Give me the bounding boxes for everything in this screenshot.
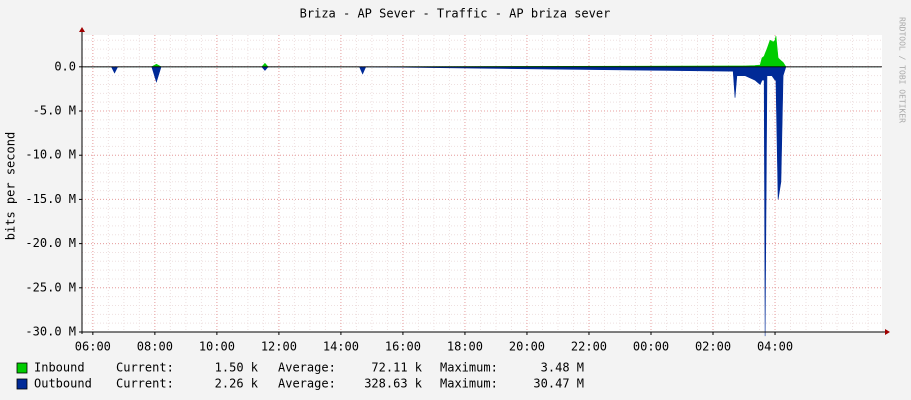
legend-swatch [16, 362, 28, 374]
x-tick-label: 14:00 [323, 340, 359, 354]
legend-stat-label: Current: [116, 377, 174, 391]
x-tick-label: 10:00 [199, 340, 235, 354]
y-tick-label: -30.0 M [25, 325, 76, 339]
y-tick-label: -5.0 M [33, 104, 76, 118]
legend-stat-label: Maximum: [440, 377, 498, 391]
legend-stat-value: 1.50 k [215, 361, 259, 375]
x-tick-label: 00:00 [633, 340, 669, 354]
watermark: RRDTOOL / TOBI OETIKER [898, 17, 907, 123]
legend-stat-label: Maximum: [440, 361, 498, 375]
x-tick-label: 08:00 [137, 340, 173, 354]
x-tick-label: 20:00 [509, 340, 545, 354]
legend-stat-label: Current: [116, 361, 174, 375]
legend-stat-value: 3.48 M [541, 361, 584, 375]
y-tick-label: -20.0 M [25, 236, 76, 250]
x-tick-label: 02:00 [695, 340, 731, 354]
chart-title: Briza - AP Sever - Traffic - AP briza se… [300, 7, 611, 21]
y-tick-label: -15.0 M [25, 192, 76, 206]
y-axis-arrow [79, 27, 85, 32]
legend-stat-value: 72.11 k [371, 361, 422, 375]
x-tick-label: 04:00 [757, 340, 793, 354]
legend-stat-value: 328.63 k [364, 377, 423, 391]
x-tick-label: 12:00 [261, 340, 297, 354]
legend-stat-value: 30.47 M [533, 377, 584, 391]
x-axis-arrow [885, 329, 890, 335]
x-tick-label: 18:00 [447, 340, 483, 354]
x-tick-label: 16:00 [385, 340, 421, 354]
y-tick-label: -25.0 M [25, 280, 76, 294]
legend-swatch [16, 378, 28, 390]
legend-label: Inbound [34, 361, 85, 375]
legend-stat-value: 2.26 k [215, 377, 259, 391]
legend-label: Outbound [34, 377, 92, 391]
area [83, 35, 881, 68]
legend-stat-label: Average: [278, 377, 336, 391]
legend-stat-label: Average: [278, 361, 336, 375]
y-tick-label: 0.0 [54, 59, 76, 73]
y-axis-label: bits per second [4, 132, 18, 240]
x-tick-label: 06:00 [75, 340, 111, 354]
x-tick-label: 22:00 [571, 340, 607, 354]
y-tick-label: -10.0 M [25, 148, 76, 162]
area [83, 66, 881, 337]
